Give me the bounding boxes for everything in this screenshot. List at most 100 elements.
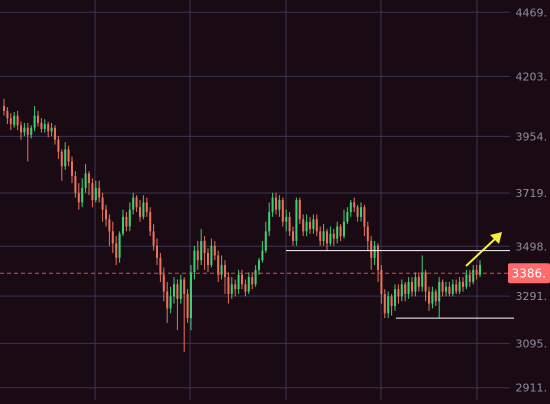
candle-body: [376, 245, 380, 270]
candle-body: [427, 291, 431, 304]
candle-body: [104, 209, 108, 220]
candle-body: [315, 219, 318, 232]
candle-body: [441, 281, 444, 292]
candle-body: [125, 216, 128, 227]
candle-body: [183, 279, 186, 294]
candle-body: [132, 197, 135, 210]
candle-body: [98, 187, 101, 198]
candle-body: [468, 274, 471, 282]
candle-body: [6, 110, 9, 119]
candle-body: [213, 245, 216, 256]
candle-body: [264, 231, 267, 251]
candle-body: [332, 233, 335, 239]
candle-body: [298, 200, 301, 220]
candle-body: [438, 281, 441, 302]
candle-body: [451, 284, 454, 294]
candle-body: [111, 231, 114, 244]
candle-body: [261, 250, 264, 261]
candle-body: [472, 269, 475, 282]
candle-body: [359, 207, 363, 217]
candle-body: [64, 149, 67, 167]
candle-body: [455, 284, 458, 292]
candle-body: [366, 226, 369, 241]
y-tick-label: 2911.: [516, 382, 548, 395]
candle-body: [478, 265, 482, 275]
candle-body: [247, 277, 250, 292]
candle-body: [60, 151, 63, 167]
candle-body: [393, 289, 397, 307]
candle-body: [115, 243, 118, 258]
candle-body: [220, 265, 223, 275]
candle-body: [230, 284, 233, 294]
candle-body: [81, 187, 84, 203]
candle-body: [240, 274, 244, 285]
y-tick-label: 3719.: [516, 187, 548, 200]
candle-body: [424, 272, 427, 292]
candle-body: [203, 240, 206, 254]
candle-body: [47, 124, 50, 132]
candle-body: [43, 124, 46, 129]
candle-body: [186, 293, 189, 319]
candle-body: [281, 200, 284, 222]
candle-body: [349, 202, 352, 213]
candle-body: [373, 245, 376, 258]
candle-body: [465, 274, 468, 287]
candle-body: [322, 231, 325, 241]
y-tick-label: 3498.: [516, 240, 548, 253]
price-tag-background: [508, 263, 550, 284]
candle-body: [257, 260, 261, 270]
candle-body: [166, 291, 169, 309]
candle-body: [50, 127, 53, 132]
candle-body: [414, 277, 417, 292]
candle-body: [407, 281, 410, 294]
candle-body: [149, 212, 152, 232]
candle-body: [142, 202, 145, 217]
candle-body: [342, 221, 346, 237]
candle-body: [288, 216, 291, 232]
candle-body: [271, 197, 274, 213]
candle-body: [172, 284, 176, 297]
candle-body: [410, 281, 414, 292]
candle-body: [274, 197, 278, 210]
price-tag: 3386.: [508, 263, 550, 284]
candle-body: [390, 296, 393, 307]
candle-body: [383, 293, 386, 314]
candle-body: [145, 202, 148, 213]
candle-body: [2, 106, 6, 111]
candle-body: [9, 118, 12, 125]
candles: [2, 98, 482, 352]
candle-body: [448, 286, 451, 294]
candle-body: [179, 279, 182, 299]
candle-body: [417, 277, 420, 287]
candle-body: [404, 284, 407, 294]
candle-body: [87, 173, 91, 184]
candle-body: [121, 216, 125, 234]
y-tick-label: 3954.: [516, 130, 548, 143]
y-axis: 4469. 4203. 3954. 3719. 3498. 3291. 3095. 2911.: [516, 6, 548, 394]
candle-body: [353, 202, 356, 208]
candle-body: [135, 197, 138, 208]
candle-body: [237, 274, 240, 290]
candle-body: [57, 139, 60, 152]
candle-body: [108, 219, 111, 232]
candle-body: [162, 274, 165, 292]
candle-body: [339, 226, 342, 237]
candle-body: [234, 284, 237, 290]
candle-body: [70, 161, 74, 176]
candle-body: [26, 127, 29, 135]
candle-body: [254, 269, 257, 285]
candle-body: [67, 149, 70, 162]
annotations: [0, 232, 514, 319]
candle-body: [458, 281, 461, 292]
trend-arrow-head-icon: [490, 232, 502, 244]
candle-body: [431, 291, 434, 304]
candle-body: [77, 192, 80, 203]
candle-body: [356, 207, 359, 217]
candle-body: [23, 127, 26, 133]
y-tick-label: 3291.: [516, 290, 548, 303]
y-tick-label: 4469.: [516, 6, 548, 19]
candle-body: [19, 125, 23, 133]
candle-body: [200, 240, 203, 261]
